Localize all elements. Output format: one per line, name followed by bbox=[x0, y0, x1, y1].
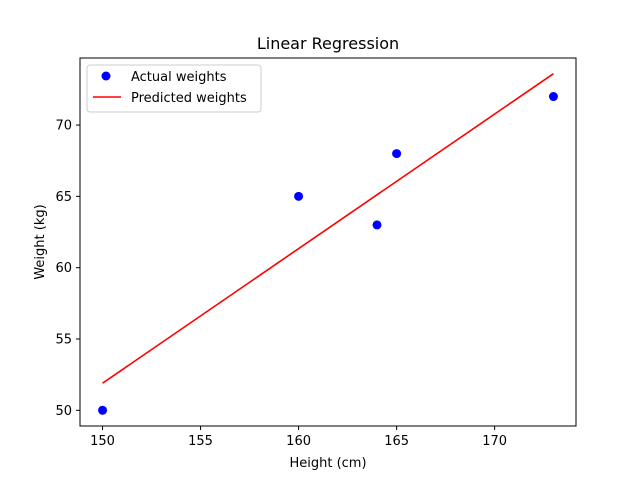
legend-box bbox=[86, 64, 262, 113]
actual-weight-point bbox=[294, 191, 304, 201]
y-axis-ticks: 50 55 60 65 70 bbox=[55, 119, 80, 419]
y-tick-label: 70 bbox=[55, 119, 72, 134]
x-tick-label: 155 bbox=[188, 434, 213, 449]
predicted-weights-line bbox=[102, 73, 554, 384]
legend-marker-actual-weights bbox=[101, 71, 111, 81]
legend-label-actual-weights: Actual weights bbox=[131, 70, 227, 85]
legend: Actual weights Predicted weights bbox=[86, 64, 262, 113]
x-tick-label: 160 bbox=[286, 434, 311, 449]
x-tick-label: 150 bbox=[90, 434, 115, 449]
actual-weight-point bbox=[548, 92, 558, 102]
y-axis-label: Weight (kg) bbox=[33, 204, 48, 279]
y-tick-label: 60 bbox=[55, 261, 72, 276]
x-tick-label: 165 bbox=[384, 434, 409, 449]
x-axis-label: Height (cm) bbox=[289, 456, 366, 471]
actual-weight-point bbox=[372, 220, 382, 230]
x-tick-label: 170 bbox=[482, 434, 507, 449]
x-axis-ticks: 150 155 160 165 170 bbox=[90, 426, 507, 449]
actual-weight-point bbox=[392, 149, 402, 159]
axes-frame bbox=[79, 57, 577, 427]
y-tick-label: 65 bbox=[55, 190, 72, 205]
y-tick-label: 50 bbox=[55, 404, 72, 419]
legend-label-predicted-weights: Predicted weights bbox=[131, 91, 247, 106]
actual-weight-point bbox=[98, 405, 108, 415]
y-tick-label: 55 bbox=[55, 332, 72, 347]
series-layer bbox=[98, 73, 558, 415]
plot-area: 150 155 160 165 170 50 55 60 65 70 bbox=[55, 57, 577, 449]
chart-title: Linear Regression bbox=[257, 34, 399, 53]
